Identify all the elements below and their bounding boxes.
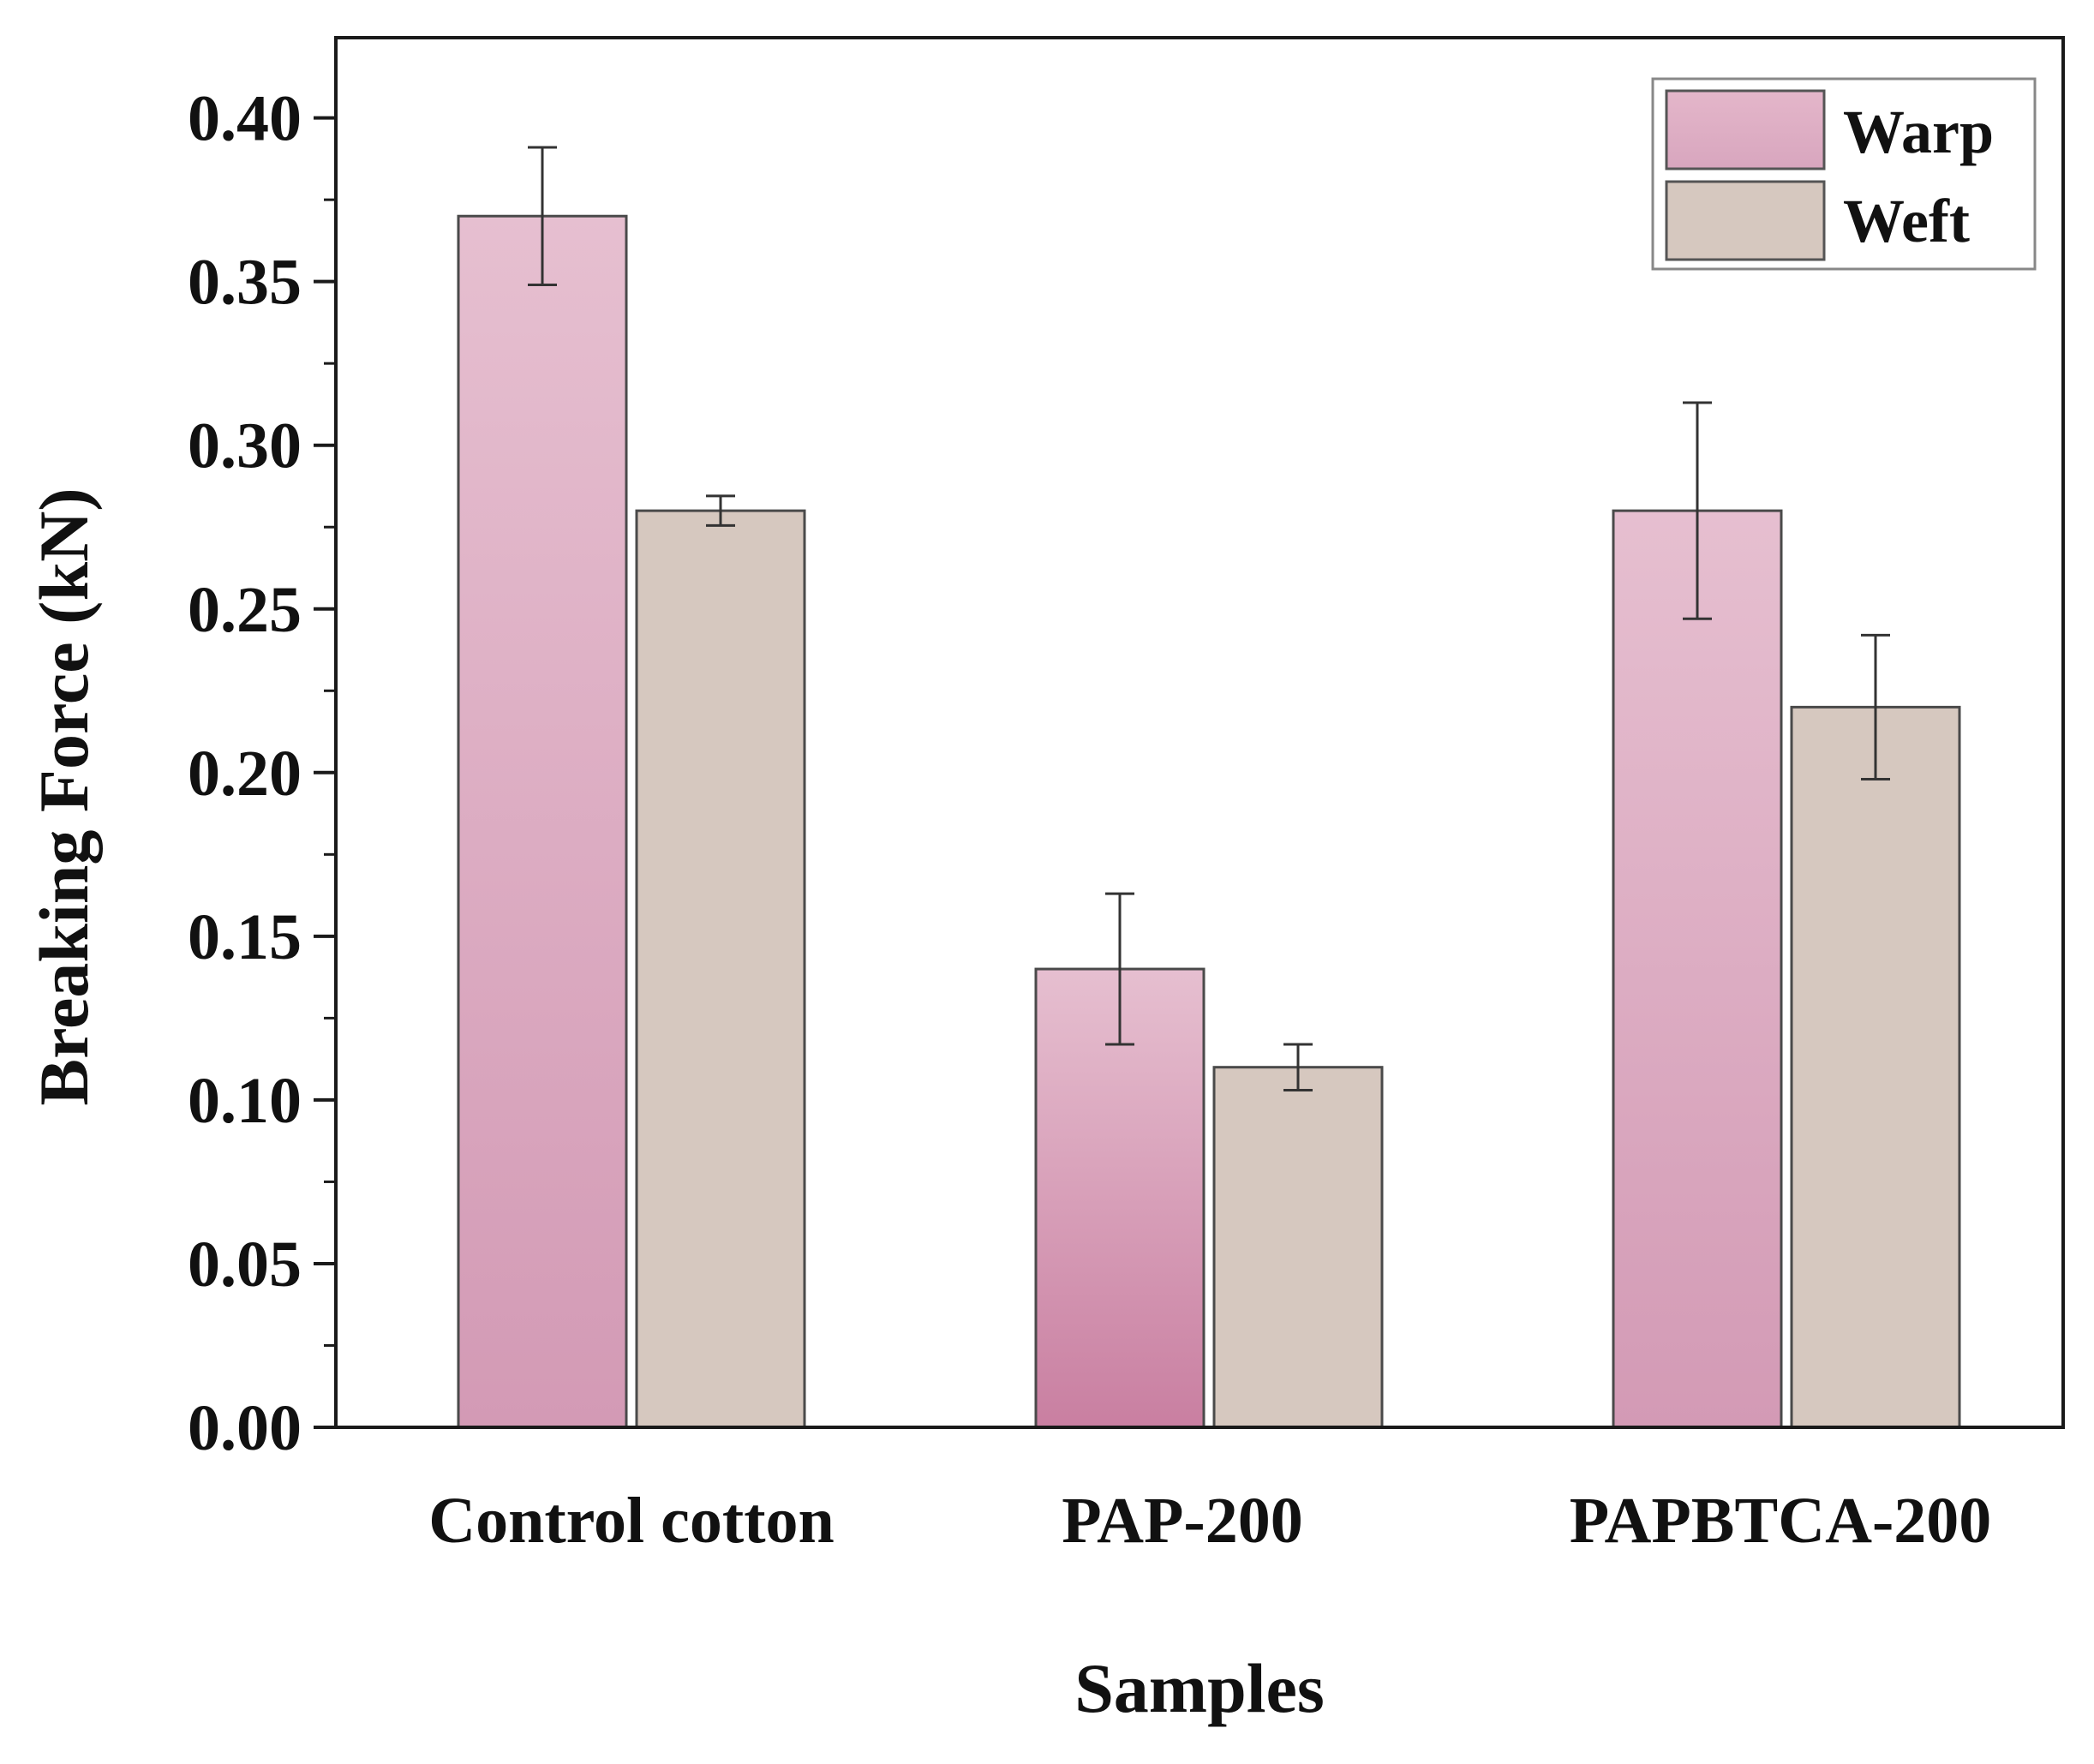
y-tick-label: 0.30 bbox=[188, 410, 302, 482]
bar-weft bbox=[1212, 1066, 1384, 1429]
y-axis-title: Breaking Force (kN) bbox=[25, 487, 103, 1105]
y-tick-label: 0.05 bbox=[188, 1229, 302, 1301]
legend-swatch-warp bbox=[1665, 89, 1826, 170]
y-tick-label: 0.20 bbox=[188, 738, 302, 810]
y-tick-label: 0.35 bbox=[188, 247, 302, 319]
bar-weft bbox=[1790, 705, 1961, 1429]
bar-warp bbox=[457, 214, 628, 1429]
x-axis-title: Samples bbox=[1074, 1649, 1325, 1727]
plot-frame bbox=[334, 36, 2065, 1429]
legend-label-weft: Weft bbox=[1843, 187, 1970, 255]
legend-swatch-weft bbox=[1665, 180, 1826, 261]
error-bars-group bbox=[528, 146, 1890, 1091]
bar-warp bbox=[1612, 509, 1783, 1429]
y-tick-label: 0.25 bbox=[188, 574, 302, 646]
y-tick-label: 0.15 bbox=[188, 901, 302, 973]
legend: Warp Weft bbox=[1651, 77, 2037, 271]
y-tick-label: 0.10 bbox=[188, 1065, 302, 1137]
y-tick-label: 0.00 bbox=[188, 1392, 302, 1464]
category-label: PAPBTCA-200 bbox=[1570, 1485, 1992, 1557]
category-label: PAP-200 bbox=[1062, 1485, 1302, 1557]
legend-label-warp: Warp bbox=[1843, 98, 1994, 166]
bars-group bbox=[457, 214, 1961, 1429]
bar-weft bbox=[635, 509, 806, 1429]
category-label: Control cotton bbox=[428, 1485, 835, 1557]
y-axis: 0.00 0.05 0.10 0.15 0.20 0.25 0.30 0.35 0.40 bbox=[188, 83, 336, 1464]
y-tick-label: 0.40 bbox=[188, 83, 302, 155]
